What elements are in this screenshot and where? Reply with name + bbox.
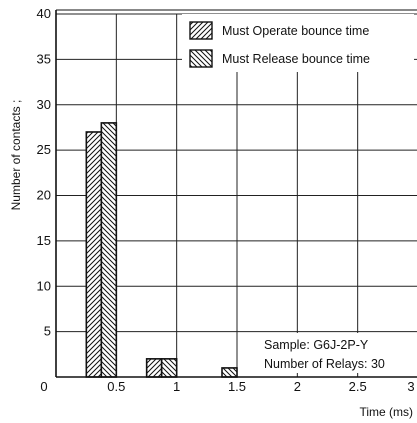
x-tick-labels: 0 0.5 1 1.5 2 2.5 3 — [40, 379, 414, 394]
x-axis-label: Time (ms) — [359, 405, 413, 419]
bar-release-1 — [160, 358, 178, 378]
bar-operate-1 — [145, 358, 163, 378]
legend: Must Operate bounce time Must Release bo… — [182, 14, 414, 72]
legend-label-release: Must Release bounce time — [222, 52, 370, 66]
y-tick-35: 35 — [37, 51, 51, 66]
y-tick-5: 5 — [44, 324, 51, 339]
bars — [85, 122, 238, 378]
annotation-relays: Number of Relays: 30 — [264, 357, 385, 371]
y-tick-25: 25 — [37, 142, 51, 157]
legend-swatch-operate — [189, 21, 213, 40]
plot-frame — [55, 9, 417, 378]
legend-swatch-release — [189, 49, 213, 68]
x-tick-2.5: 2.5 — [349, 379, 367, 394]
y-tick-15: 15 — [37, 233, 51, 248]
x-tick-1: 1 — [173, 379, 180, 394]
y-tick-40: 40 — [37, 6, 51, 21]
y-tick-labels: 5 10 15 20 25 30 35 40 — [37, 6, 51, 339]
legend-label-operate: Must Operate bounce time — [222, 24, 369, 38]
bar-release-0.5 — [100, 122, 118, 378]
x-tick-2: 2 — [294, 379, 301, 394]
bar-operate-0.5 — [85, 131, 103, 378]
x-tick-1.5: 1.5 — [228, 379, 246, 394]
y-axis-label: Number of contacts ; — [9, 100, 23, 211]
bar-release-1.5 — [221, 367, 238, 378]
y-tick-20: 20 — [37, 188, 51, 203]
annotation-sample: Sample: G6J-2P-Y — [264, 338, 369, 352]
x-tick-0: 0 — [40, 379, 47, 394]
y-tick-30: 30 — [37, 97, 51, 112]
sample-annotation: Sample: G6J-2P-Y Number of Relays: 30 — [260, 333, 410, 373]
x-tick-3: 3 — [407, 379, 414, 394]
y-tick-10: 10 — [37, 278, 51, 293]
x-tick-0.5: 0.5 — [107, 379, 125, 394]
